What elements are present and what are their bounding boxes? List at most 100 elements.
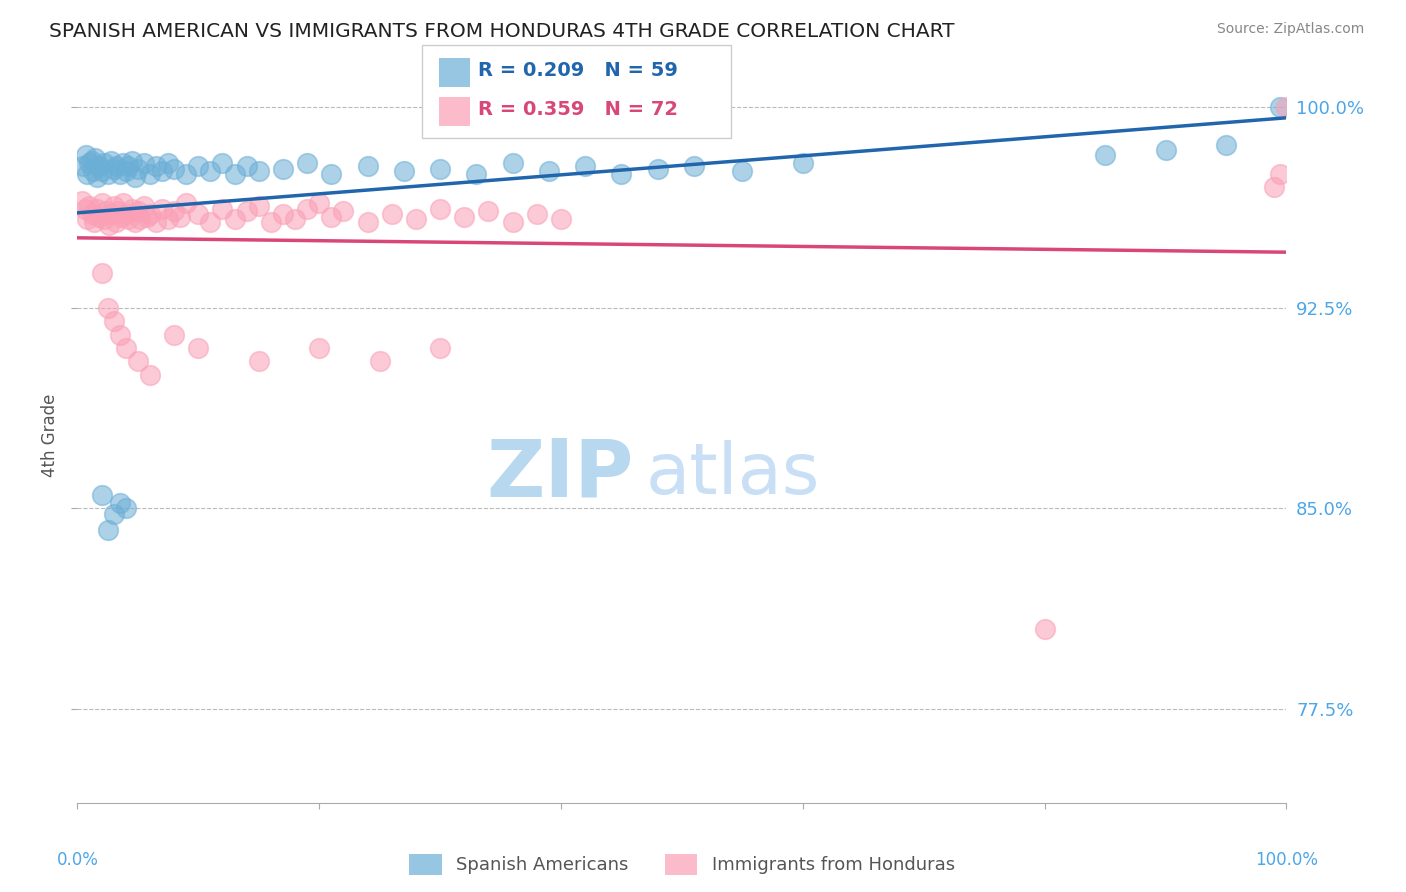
Point bbox=[284, 212, 307, 227]
Point bbox=[110, 210, 132, 224]
Point bbox=[356, 159, 378, 173]
Point bbox=[211, 156, 233, 170]
Point bbox=[121, 153, 143, 168]
Point bbox=[332, 204, 354, 219]
Point bbox=[157, 212, 180, 227]
Point bbox=[224, 167, 246, 181]
Point bbox=[187, 341, 209, 355]
Point bbox=[271, 207, 294, 221]
Text: 100.0%: 100.0% bbox=[1256, 851, 1317, 869]
Point bbox=[136, 210, 159, 224]
Point bbox=[574, 159, 596, 173]
Point bbox=[157, 156, 180, 170]
Point bbox=[124, 215, 146, 229]
Point bbox=[1094, 148, 1116, 162]
Point bbox=[96, 301, 118, 315]
Point bbox=[124, 169, 146, 184]
Point bbox=[93, 156, 115, 170]
Point bbox=[610, 167, 633, 181]
Point bbox=[103, 507, 125, 521]
Point bbox=[76, 212, 98, 227]
Point bbox=[139, 167, 162, 181]
Point bbox=[76, 167, 98, 181]
Point bbox=[356, 215, 378, 229]
Text: R = 0.359   N = 72: R = 0.359 N = 72 bbox=[478, 100, 678, 120]
Point bbox=[235, 204, 257, 219]
Point bbox=[526, 207, 548, 221]
Point bbox=[132, 199, 155, 213]
Point bbox=[247, 354, 270, 368]
Point bbox=[87, 210, 110, 224]
Legend: Spanish Americans, Immigrants from Honduras: Spanish Americans, Immigrants from Hondu… bbox=[402, 847, 962, 882]
Point bbox=[145, 159, 167, 173]
Point bbox=[405, 212, 427, 227]
Point bbox=[429, 341, 451, 355]
Point bbox=[73, 202, 96, 216]
Point bbox=[103, 199, 125, 213]
Point bbox=[477, 204, 499, 219]
Point bbox=[321, 167, 343, 181]
Point bbox=[187, 207, 209, 221]
Point bbox=[308, 196, 330, 211]
Point bbox=[731, 164, 754, 178]
Point bbox=[174, 167, 197, 181]
Point bbox=[79, 199, 101, 213]
Point bbox=[169, 210, 191, 224]
Point bbox=[100, 207, 122, 221]
Point bbox=[163, 327, 186, 342]
Point bbox=[86, 169, 108, 184]
Point bbox=[112, 196, 135, 211]
Point bbox=[295, 202, 318, 216]
Point bbox=[1033, 622, 1056, 636]
Text: atlas: atlas bbox=[645, 441, 820, 509]
Point bbox=[114, 501, 136, 516]
Point bbox=[247, 164, 270, 178]
Point bbox=[70, 194, 93, 208]
Text: R = 0.209   N = 59: R = 0.209 N = 59 bbox=[478, 61, 678, 80]
Point bbox=[121, 202, 143, 216]
Point bbox=[502, 215, 524, 229]
Point bbox=[465, 167, 488, 181]
Point bbox=[308, 341, 330, 355]
Point bbox=[100, 153, 122, 168]
Point bbox=[80, 153, 103, 168]
Point bbox=[132, 156, 155, 170]
Point bbox=[683, 159, 706, 173]
Point bbox=[163, 204, 186, 219]
Text: SPANISH AMERICAN VS IMMIGRANTS FROM HONDURAS 4TH GRADE CORRELATION CHART: SPANISH AMERICAN VS IMMIGRANTS FROM HOND… bbox=[49, 22, 955, 41]
Point bbox=[792, 156, 814, 170]
Point bbox=[90, 266, 112, 280]
Point bbox=[127, 204, 149, 219]
Point bbox=[129, 212, 152, 227]
Point bbox=[368, 354, 391, 368]
Text: ZIP: ZIP bbox=[486, 436, 634, 514]
Point bbox=[429, 202, 451, 216]
Point bbox=[187, 159, 209, 173]
Point bbox=[235, 159, 257, 173]
Text: Source: ZipAtlas.com: Source: ZipAtlas.com bbox=[1216, 22, 1364, 37]
Point bbox=[86, 202, 108, 216]
Point bbox=[90, 196, 112, 211]
Point bbox=[87, 159, 110, 173]
Y-axis label: 4th Grade: 4th Grade bbox=[41, 393, 59, 476]
Point bbox=[82, 164, 104, 178]
Point bbox=[103, 314, 125, 328]
Point bbox=[84, 151, 107, 165]
Point bbox=[1215, 137, 1237, 152]
Point bbox=[271, 161, 294, 176]
Point bbox=[103, 161, 125, 176]
Point bbox=[550, 212, 572, 227]
Point bbox=[127, 161, 149, 176]
Point bbox=[381, 207, 404, 221]
Point bbox=[537, 164, 560, 178]
Point bbox=[1275, 100, 1298, 114]
Point bbox=[72, 159, 94, 173]
Point bbox=[108, 327, 131, 342]
Point bbox=[1270, 167, 1292, 181]
Point bbox=[90, 164, 112, 178]
Point bbox=[105, 159, 128, 173]
Point bbox=[145, 215, 167, 229]
Point bbox=[139, 207, 162, 221]
Point bbox=[453, 210, 475, 224]
Point bbox=[117, 159, 139, 173]
